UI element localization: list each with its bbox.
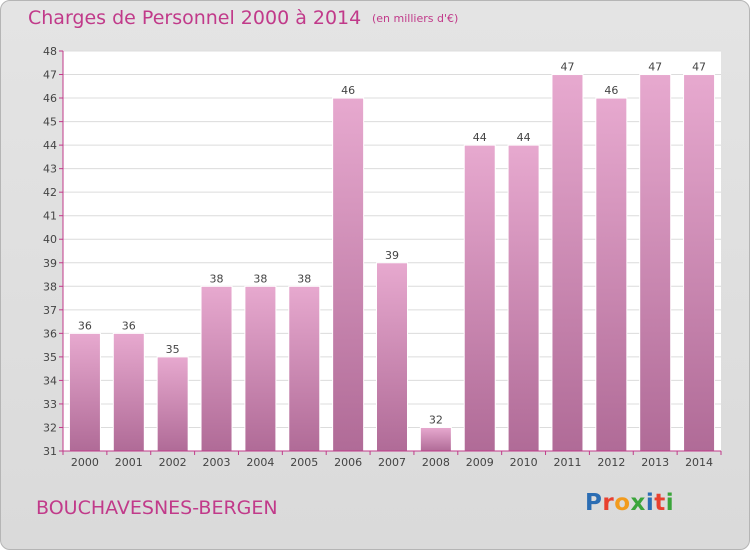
- bar: [288, 285, 321, 452]
- y-tick-label: 43: [43, 163, 57, 176]
- x-tick-label: 2006: [334, 456, 362, 469]
- y-tick-label: 36: [43, 327, 57, 340]
- bar: [551, 74, 584, 452]
- y-tick-label: 34: [43, 374, 57, 387]
- logo-letter: i: [665, 490, 675, 516]
- x-tick-label: 2007: [378, 456, 406, 469]
- bar: [376, 262, 408, 452]
- bar-value-label: 35: [166, 343, 180, 356]
- bars: [68, 74, 716, 452]
- bar-value-label: 46: [341, 84, 355, 97]
- bar: [463, 144, 496, 452]
- bar-value-label: 36: [78, 319, 92, 332]
- y-tick-label: 41: [43, 210, 57, 223]
- bar: [156, 356, 189, 452]
- bar: [112, 332, 145, 452]
- bar: [200, 285, 233, 452]
- proxiti-logo: Proxiti: [585, 490, 674, 516]
- y-tick-label: 40: [43, 233, 57, 246]
- bar-value-label: 47: [560, 61, 574, 74]
- logo-letter: x: [630, 490, 646, 516]
- bar-value-label: 36: [122, 319, 136, 332]
- y-tick-label: 33: [43, 398, 57, 411]
- y-tick-label: 31: [43, 445, 57, 458]
- logo-letter: o: [614, 490, 631, 516]
- bar: [332, 97, 365, 452]
- y-tick-label: 44: [43, 139, 57, 152]
- bar: [639, 74, 672, 452]
- labels: 31 32 33 34 35 36 37 38 39 40 41 42 43 44 45 46 47 48 36 20…: [43, 45, 713, 469]
- y-tick-label: 37: [43, 304, 57, 317]
- x-tick-label: 2013: [641, 456, 669, 469]
- y-tick-label: 47: [43, 69, 57, 82]
- bar-value-label: 39: [385, 249, 399, 262]
- logo-letter: t: [654, 490, 666, 516]
- chart-unit: (en milliers d'€): [372, 12, 459, 25]
- y-tick-label: 32: [43, 421, 57, 434]
- bar-value-label: 44: [473, 131, 487, 144]
- bar: [244, 285, 277, 452]
- x-tick-label: 2014: [685, 456, 713, 469]
- x-tick-label: 2008: [422, 456, 450, 469]
- bar: [68, 332, 101, 452]
- bar-value-label: 32: [429, 413, 443, 426]
- x-tick-label: 2012: [597, 456, 625, 469]
- y-tick-label: 38: [43, 280, 57, 293]
- y-tick-label: 48: [43, 45, 57, 58]
- bar: [595, 97, 628, 452]
- y-tick-label: 46: [43, 92, 57, 105]
- y-tick-label: 39: [43, 257, 57, 270]
- bar-value-label: 38: [210, 272, 224, 285]
- y-tick-label: 35: [43, 351, 57, 364]
- chart-title: Charges de Personnel 2000 à 2014: [28, 7, 362, 29]
- logo-letter: i: [645, 490, 655, 516]
- x-tick-label: 2003: [203, 456, 231, 469]
- bar-value-label: 47: [648, 61, 662, 74]
- x-tick-label: 2000: [71, 456, 99, 469]
- x-tick-label: 2005: [290, 456, 318, 469]
- bar-value-label: 38: [253, 272, 267, 285]
- y-tick-label: 42: [43, 186, 57, 199]
- x-tick-label: 2009: [466, 456, 494, 469]
- bar-value-label: 38: [297, 272, 311, 285]
- bar: [507, 144, 540, 452]
- bar-value-label: 44: [517, 131, 531, 144]
- y-tick-label: 45: [43, 116, 57, 129]
- x-tick-label: 2002: [159, 456, 187, 469]
- commune-name: BOUCHAVESNES-BERGEN: [36, 497, 278, 519]
- bar-value-label: 46: [604, 84, 618, 97]
- bar: [419, 426, 452, 452]
- x-tick-label: 2010: [510, 456, 538, 469]
- logo-letter: r: [602, 490, 615, 516]
- bar-value-label: 47: [692, 61, 706, 74]
- axes: [59, 50, 722, 455]
- x-tick-label: 2001: [115, 456, 143, 469]
- x-tick-label: 2011: [553, 456, 581, 469]
- x-tick-label: 2004: [246, 456, 274, 469]
- logo-letter: P: [585, 490, 603, 516]
- bar: [683, 74, 716, 452]
